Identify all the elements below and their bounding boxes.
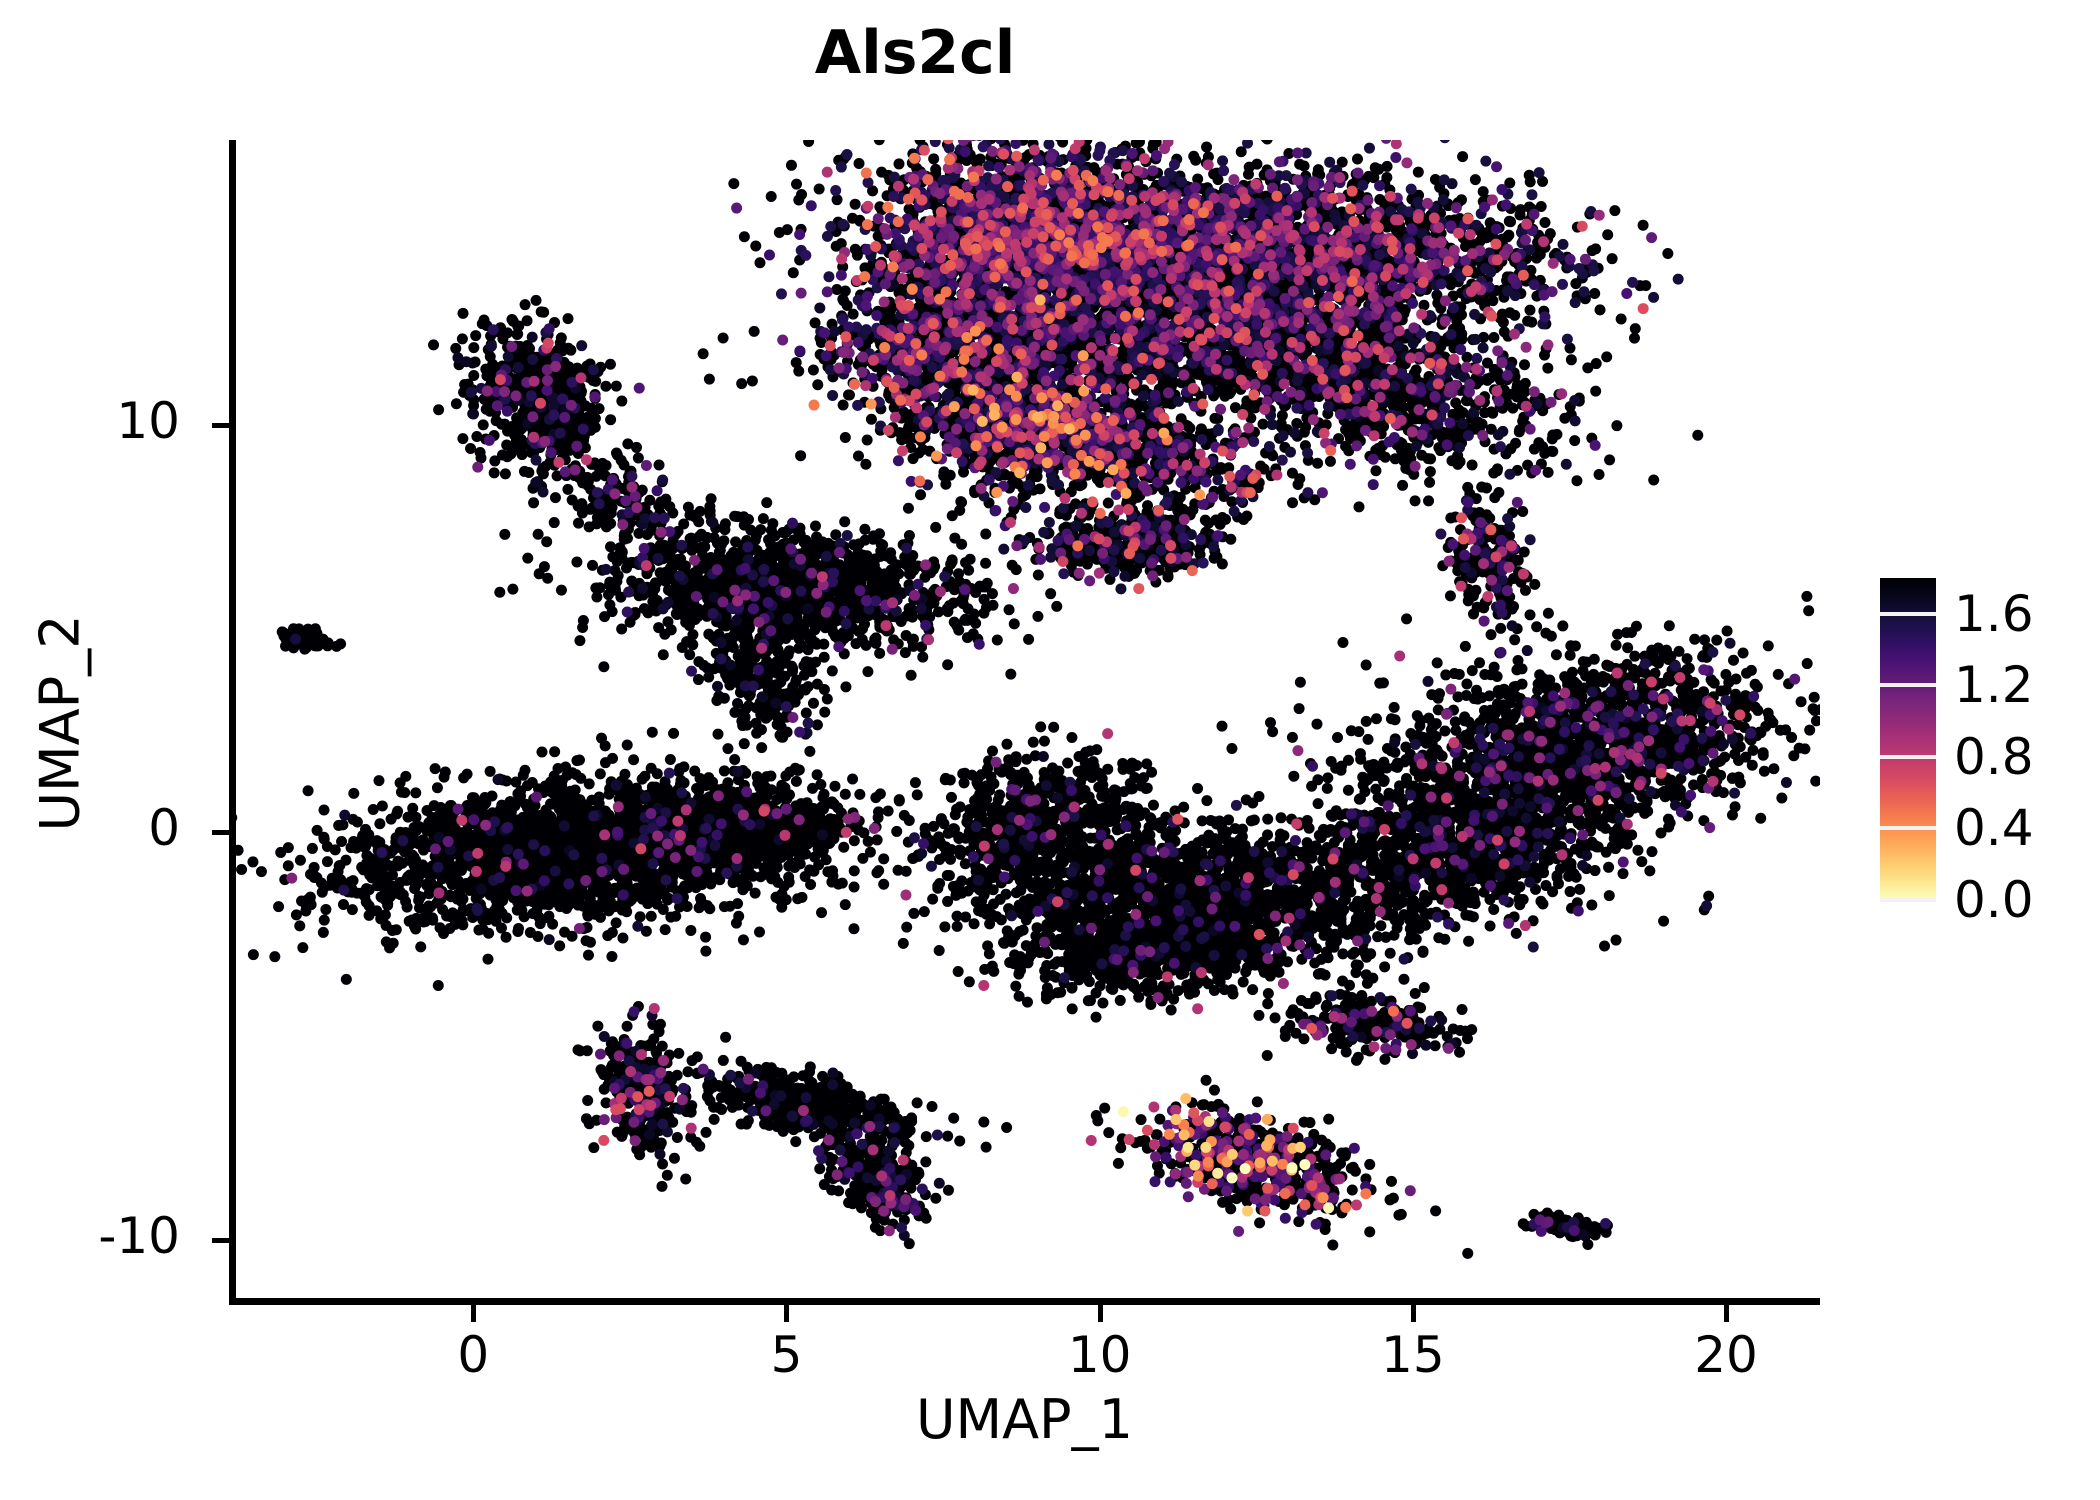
y-axis-label-wrap: UMAP_2 [0,140,120,1305]
x-tick-mark [1097,1305,1103,1322]
x-tick-label: 20 [1694,1326,1758,1384]
y-tick-mark [212,1237,229,1243]
x-tick-mark [784,1305,790,1322]
colorbar-tick-mark [1880,898,1936,902]
colorbar-tick-label: 0.4 [1954,799,2034,858]
y-tick-mark [212,423,229,429]
y-tick-label: 0 [148,799,180,858]
x-tick-label: 0 [457,1326,490,1384]
colorbar-tick-label: 0.8 [1954,727,2034,786]
y-tick-mark [212,830,229,836]
x-tick-label: 15 [1381,1326,1445,1384]
x-tick-mark [1724,1305,1730,1322]
colorbar-tick-mark [1880,754,1936,759]
colorbar: 0.0 0.4 0.8 1.2 1.6 [1880,578,2080,929]
colorbar-tick-label: 1.2 [1954,656,2034,715]
x-tick-mark [1410,1305,1416,1322]
y-tick-label: -10 [98,1206,180,1265]
x-axis-spine [229,1298,1820,1305]
x-tick-label: 5 [770,1326,803,1384]
plot-axes-area [229,140,1820,1305]
x-tick-mark [471,1305,477,1322]
colorbar-tick-label: 1.6 [1954,584,2034,643]
scatter-points-canvas [229,140,1820,1305]
x-tick-label: 10 [1067,1326,1132,1384]
colorbar-tick-label: 0.0 [1954,871,2034,929]
y-axis-spine [229,140,236,1305]
colorbar-tick-mark [1880,826,1936,831]
y-tick-label: 10 [116,392,180,451]
x-axis-label: UMAP_1 [916,1388,1133,1451]
colorbar-gradient [1880,578,1936,900]
colorbar-tick-mark [1880,683,1936,688]
colorbar-tick-mark [1880,611,1936,616]
y-axis-label: UMAP_2 [28,614,92,831]
page-title: Als2cl [814,18,1016,88]
